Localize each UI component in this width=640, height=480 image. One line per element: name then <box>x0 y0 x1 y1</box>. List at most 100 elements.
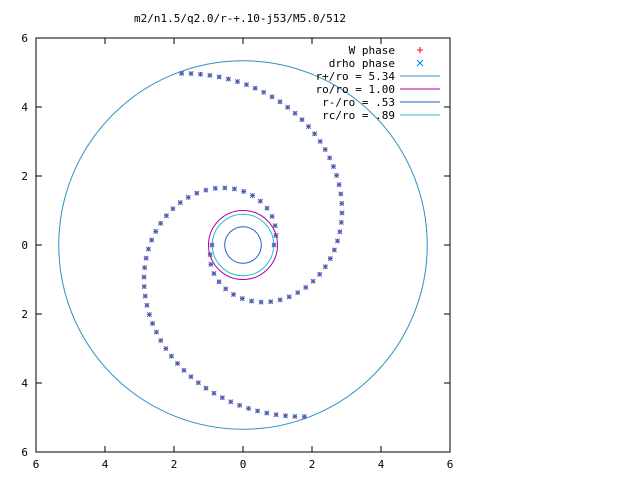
drho-phase-point <box>177 200 183 206</box>
drho-phase-point <box>245 405 252 411</box>
drho-phase-point <box>258 299 264 305</box>
reference-circle <box>58 60 428 430</box>
drho-phase-point <box>216 74 222 80</box>
drho-phase-point <box>141 284 147 290</box>
drho-phase-point <box>163 345 169 352</box>
drho-phase-point <box>223 286 229 292</box>
drho-phase-point <box>299 117 305 123</box>
legend-label: ro/ro = 1.00 <box>316 83 395 96</box>
reference-circle <box>208 210 278 280</box>
drho-phase-point <box>197 71 204 77</box>
legend-swatch <box>417 47 423 53</box>
drho-phase-point <box>264 205 270 211</box>
drho-phase-point <box>261 89 267 95</box>
drho-phase-point <box>143 255 149 261</box>
drho-phase-point <box>292 110 298 116</box>
drho-phase-point <box>216 279 222 285</box>
drho-phase-point <box>146 311 152 318</box>
drho-phase-point <box>234 79 241 85</box>
drho-phase-point <box>334 172 340 179</box>
drho-phase-point <box>188 374 194 380</box>
x-tick-label: 6 <box>33 458 40 471</box>
drho-phase-point <box>188 71 194 77</box>
drho-phase-point <box>142 293 148 299</box>
drho-phase-point <box>268 299 274 305</box>
drho-phase-point <box>174 360 181 367</box>
drho-phase-point <box>203 385 209 391</box>
x-tick-label: 2 <box>309 458 316 471</box>
drho-phase-point <box>282 413 289 419</box>
drho-phase-point <box>330 163 336 170</box>
y-tick-label: 4 <box>21 377 28 390</box>
drho-phase-point <box>285 104 291 110</box>
drho-phase-point <box>271 242 277 248</box>
drho-phase-point <box>286 294 292 300</box>
drho-phase-point <box>212 185 218 191</box>
drho-phase-point <box>208 261 214 267</box>
drho-phase-point <box>149 237 155 243</box>
drho-phase-point <box>150 320 156 327</box>
y-tick-label: 2 <box>21 308 28 321</box>
drho-phase-point <box>230 291 237 298</box>
drho-phase-point <box>243 82 249 88</box>
drho-phase-point <box>207 252 213 258</box>
drho-phase-point <box>273 232 279 238</box>
drho-phase-point <box>277 99 283 105</box>
drho-phase-point <box>317 271 323 277</box>
drho-phase-point <box>153 228 159 234</box>
drho-phase-point <box>339 210 345 216</box>
legend-label: drho phase <box>329 57 395 70</box>
drho-phase-point <box>322 146 328 153</box>
drho-phase-point <box>185 194 191 200</box>
drho-phase-point <box>181 367 187 373</box>
drho-phase-point <box>219 395 225 401</box>
drho-phase-point <box>339 200 345 206</box>
drho-phase-point <box>257 198 263 204</box>
drho-phase-point <box>336 182 342 188</box>
reference-circle <box>224 226 262 264</box>
reference-circle <box>211 213 275 277</box>
x-axis: 6 4 2 0 2 4 6 <box>33 38 453 471</box>
x-tick-label: 4 <box>378 458 385 471</box>
drho-phase-point <box>292 413 298 419</box>
y-tick-label: 2 <box>21 170 28 183</box>
drho-phase-point <box>158 337 164 344</box>
drho-phase-point <box>158 220 164 226</box>
drho-phase-point <box>295 290 301 296</box>
drho-phase-point <box>195 380 201 386</box>
drho-phase-point <box>327 256 333 262</box>
drho-phase-point <box>145 246 152 252</box>
drho-phase-point <box>303 284 309 290</box>
drho-phase-point <box>249 298 255 304</box>
y-tick-label: 6 <box>21 446 28 459</box>
drho-phase-point <box>179 70 185 76</box>
y-tick-label: 4 <box>21 101 28 114</box>
drho-phase-point <box>211 390 217 396</box>
legend-label: W phase <box>349 44 395 57</box>
drho-phase-point <box>338 219 344 225</box>
drho-phase-point <box>237 402 243 408</box>
series-w-phase <box>141 71 345 419</box>
drho-phase-point <box>269 213 275 219</box>
x-tick-label: 2 <box>171 458 178 471</box>
drho-phase-point <box>327 155 333 161</box>
drho-phase-point <box>272 223 278 229</box>
x-tick-label: 4 <box>102 458 109 471</box>
drho-phase-point <box>310 278 316 284</box>
drho-phase-point <box>338 191 344 197</box>
y-tick-label: 6 <box>21 32 28 45</box>
drho-phase-point <box>141 274 147 280</box>
drho-phase-point <box>252 85 258 91</box>
legend-swatch <box>416 59 424 67</box>
drho-phase-point <box>168 353 174 359</box>
drho-phase-point <box>305 123 312 130</box>
drho-phase-point <box>255 408 261 414</box>
drho-phase-point <box>144 302 150 308</box>
drho-phase-point <box>317 138 323 145</box>
drho-phase-point <box>277 297 283 303</box>
drho-phase-point <box>207 72 213 78</box>
drho-phase-point <box>273 412 279 418</box>
drho-phase-point <box>163 213 169 219</box>
drho-phase-point <box>225 76 231 82</box>
